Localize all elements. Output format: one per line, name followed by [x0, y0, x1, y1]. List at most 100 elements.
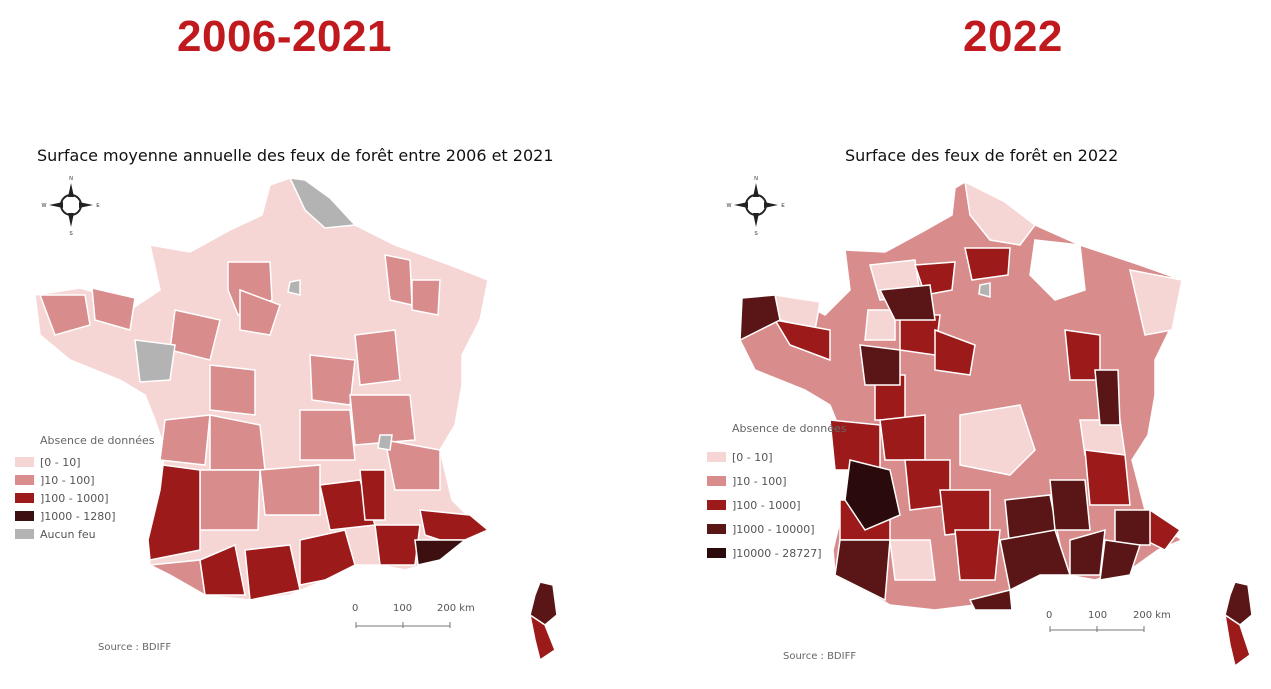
- scale-bar: [1049, 626, 1145, 632]
- scale-bar: [355, 622, 451, 628]
- legend-label: ]100 - 1000]: [732, 498, 801, 512]
- region-strong: [934, 328, 976, 376]
- region-medium: [411, 279, 441, 316]
- region-medium: [299, 409, 356, 461]
- compass-n: N: [69, 176, 73, 182]
- region-light: [1129, 269, 1183, 336]
- legend-swatch: [707, 524, 726, 534]
- legend-item: ]10 - 100]: [15, 471, 154, 489]
- panel-left-scale-100: 100: [393, 603, 413, 614]
- legend-item: ]100 - 1000]: [15, 489, 154, 507]
- legend-swatch: [15, 457, 34, 467]
- region-strong: [374, 524, 421, 566]
- region-light: [864, 309, 896, 341]
- legend-label: [0 - 10]: [40, 455, 81, 469]
- compass-s: S: [754, 231, 758, 237]
- legend-item: ]1000 - 10000]: [707, 517, 846, 541]
- legend-item: [0 - 10]: [15, 453, 154, 471]
- compass-w: W: [727, 203, 732, 209]
- panel-right-scale-100: 100: [1088, 610, 1108, 621]
- panel-left-map-title: Surface moyenne annuelle des feux de for…: [37, 146, 554, 165]
- legend-swatch: [707, 548, 726, 558]
- region-medium: [384, 254, 413, 306]
- legend-swatch: [707, 452, 726, 462]
- region-strong: [299, 529, 356, 586]
- legend-label: Aucun feu: [40, 527, 96, 541]
- region-medium: [199, 469, 261, 531]
- region-darkest: [414, 539, 468, 566]
- region-strong: [1084, 449, 1131, 506]
- region-medium: [169, 309, 221, 361]
- legend-item: ]1000 - 1280]: [15, 507, 154, 525]
- region-light: [959, 404, 1036, 476]
- compass-icon: N S W E: [42, 176, 101, 237]
- legend-swatch: [15, 511, 34, 521]
- region-strong: [199, 543, 246, 596]
- region-dark: [834, 539, 891, 602]
- region-medium: [309, 354, 356, 406]
- region-dark: [1099, 539, 1141, 581]
- region-no-fire: [377, 434, 393, 451]
- legend-item: [0 - 10]: [707, 445, 846, 469]
- region-light: [964, 180, 1037, 246]
- compass-e: E: [96, 203, 100, 209]
- panel-right-scale-0: 0: [1046, 610, 1053, 621]
- region-dark: [1114, 509, 1151, 546]
- legend-label: [0 - 10]: [732, 450, 773, 464]
- france-departments: [34, 177, 558, 662]
- region-dark: [878, 284, 936, 321]
- legend-swatch: [15, 475, 34, 485]
- region-darkest: [844, 459, 901, 531]
- corsica-south: [528, 613, 556, 662]
- region-medium: [384, 439, 441, 491]
- panel-right-legend: Absence de données [0 - 10] ]10 - 100] ]…: [707, 422, 846, 565]
- region-medium: [91, 287, 136, 331]
- region-strong: [939, 489, 991, 536]
- region-strong: [359, 469, 386, 521]
- legend-swatch: [15, 493, 34, 503]
- region-medium: [259, 464, 321, 516]
- region-dark: [1094, 369, 1121, 426]
- panel-right-map-title: Surface des feux de forêt en 2022: [845, 146, 1119, 165]
- panel-left-legend: Absence de données [0 - 10] ]10 - 100] ]…: [15, 434, 154, 543]
- region-strong: [879, 414, 926, 461]
- legend-title: Absence de données: [732, 422, 847, 435]
- panel-left-scale-0: 0: [352, 603, 359, 614]
- compass-n: N: [754, 176, 758, 182]
- panel-left-title: 2006-2021: [177, 12, 392, 61]
- corsica-south: [1223, 613, 1251, 668]
- region-light: [889, 539, 936, 581]
- legend-item: ]10 - 100]: [707, 469, 846, 493]
- panel-right-title: 2022: [963, 12, 1063, 61]
- compass-e: E: [781, 203, 785, 209]
- legend-label: ]10 - 100]: [40, 473, 95, 487]
- legend-swatch: [707, 476, 726, 486]
- region-medium: [38, 294, 91, 336]
- region-dark: [968, 589, 1013, 611]
- region-medium: [354, 329, 401, 386]
- compass-w: W: [42, 203, 47, 209]
- panel-left-map: N S W E: [34, 176, 558, 662]
- compass-icon: N S W E: [727, 176, 786, 237]
- legend-item: ]100 - 1000]: [707, 493, 846, 517]
- region-strong: [954, 529, 1001, 581]
- legend-label: ]1000 - 1280]: [40, 509, 116, 523]
- compass-s: S: [69, 231, 73, 237]
- region-medium: [159, 414, 211, 466]
- legend-item: Aucun feu: [15, 525, 154, 543]
- legend-item: ]10000 - 28727]: [707, 541, 846, 565]
- region-dark: [1049, 479, 1091, 531]
- region-no-fire: [287, 279, 301, 296]
- legend-label: ]10000 - 28727]: [732, 546, 822, 560]
- region-medium: [239, 288, 281, 336]
- region-medium: [147, 559, 206, 597]
- legend-swatch: [15, 529, 34, 539]
- legend-label: ]10 - 100]: [732, 474, 787, 488]
- legend-title: Absence de données: [40, 434, 155, 447]
- region-no-fire: [978, 282, 991, 298]
- region-medium: [349, 394, 416, 446]
- region-strong: [244, 544, 301, 601]
- panel-right-source: Source : BDIFF: [783, 651, 857, 662]
- region-strong: [773, 318, 831, 362]
- panel-right-scale-200: 200 km: [1133, 610, 1171, 621]
